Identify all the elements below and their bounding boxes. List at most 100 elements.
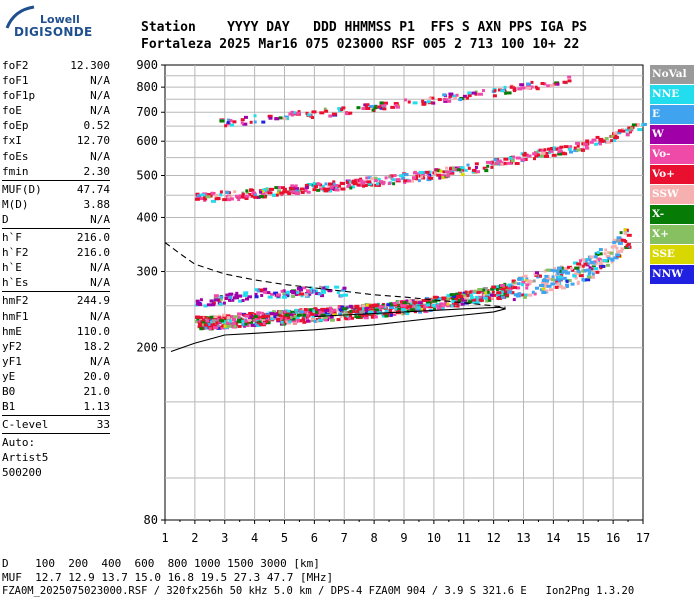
- echo-point: [506, 91, 512, 95]
- echo-point: [241, 194, 247, 198]
- echo-point: [443, 99, 449, 103]
- echo-point: [290, 190, 295, 194]
- echo-point: [261, 195, 267, 199]
- param-row: h`Es N/A: [2, 275, 110, 290]
- echo-point: [628, 130, 632, 134]
- x-tick-label: 1: [161, 531, 168, 545]
- echo-point: [550, 282, 556, 286]
- echo-point: [580, 148, 585, 152]
- echo-point: [254, 292, 258, 296]
- echo-point: [314, 308, 318, 312]
- echo-point: [312, 309, 318, 313]
- echo-point: [366, 180, 372, 184]
- echo-point: [474, 301, 480, 305]
- echo-point: [536, 153, 540, 157]
- echo-point: [365, 303, 371, 307]
- echo-point: [338, 308, 344, 312]
- echo-point: [233, 315, 239, 319]
- echo-point: [526, 86, 532, 90]
- echo-point: [620, 247, 625, 251]
- echo-point: [289, 317, 293, 321]
- scaled-parameters-panel: foF2 12.300 foF1 N/A foF1p N/A foE N/A foEp 0.52 f…: [2, 58, 110, 480]
- echo-point: [371, 108, 375, 112]
- echo-point: [418, 170, 424, 174]
- echo-point: [382, 107, 387, 111]
- echo-point: [588, 258, 592, 262]
- echo-point: [603, 252, 607, 256]
- echo-point: [424, 170, 430, 174]
- header-line-2: Fortaleza 2025 Mar16 075 023000 RSF 005 …: [141, 37, 580, 52]
- echo-point: [306, 313, 310, 317]
- echo-point: [359, 179, 364, 183]
- echo-point: [412, 101, 418, 105]
- echo-point: [389, 313, 393, 317]
- echo-point: [501, 287, 506, 291]
- echo-point: [617, 241, 623, 245]
- x-tick-label: 5: [281, 531, 288, 545]
- echo-point: [201, 320, 206, 324]
- x-tick-label: 14: [546, 531, 560, 545]
- echo-point: [389, 306, 395, 310]
- echo-point: [458, 292, 463, 296]
- param-name: fxI: [2, 134, 22, 148]
- echo-point: [362, 308, 368, 312]
- echo-point: [491, 162, 496, 166]
- echo-point: [282, 292, 286, 296]
- echo-point: [553, 267, 557, 271]
- echo-point: [626, 242, 631, 246]
- echo-point: [399, 174, 405, 178]
- echo-point: [393, 102, 399, 106]
- echo-point: [268, 116, 273, 120]
- echo-point: [327, 309, 332, 313]
- echo-point: [269, 292, 274, 296]
- param-name: yF1: [2, 354, 22, 368]
- echo-point: [489, 161, 493, 165]
- echo-point: [232, 120, 237, 124]
- echo-point: [574, 276, 578, 280]
- echo-point: [625, 128, 631, 132]
- echo-point: [317, 308, 322, 312]
- echo-point: [473, 289, 477, 293]
- echo-point: [234, 293, 238, 297]
- echo-point: [320, 313, 326, 317]
- echo-point: [569, 145, 573, 149]
- echo-point: [196, 194, 200, 198]
- echo-point: [224, 296, 228, 300]
- echo-point: [522, 274, 528, 278]
- echo-point: [490, 165, 494, 169]
- echo-point: [253, 314, 258, 318]
- echo-point: [205, 195, 211, 199]
- legend-item: Vo-: [650, 145, 694, 164]
- y-tick-label: 500: [136, 168, 158, 182]
- echo-point: [587, 275, 592, 279]
- echo-point: [539, 154, 545, 158]
- echo-point: [216, 326, 222, 330]
- echo-point: [493, 158, 498, 162]
- echo-point: [359, 177, 363, 181]
- echo-point: [558, 280, 562, 284]
- echo-point: [397, 309, 401, 313]
- echo-point: [296, 313, 302, 317]
- echo-point: [436, 173, 442, 177]
- echo-point: [431, 101, 436, 105]
- echo-point: [303, 189, 308, 193]
- echo-point: [561, 269, 567, 273]
- echo-point: [346, 180, 351, 184]
- profile-lower-solid-curve: [170, 306, 506, 353]
- echo-point: [466, 293, 470, 297]
- echo-point: [510, 291, 515, 295]
- echo-point: [423, 305, 429, 309]
- echo-point: [428, 173, 432, 177]
- echo-point: [414, 298, 419, 302]
- echo-point: [563, 145, 569, 149]
- echo-point: [517, 87, 523, 91]
- echo-point: [408, 303, 413, 307]
- echo-point: [373, 179, 378, 183]
- echo-point: [281, 315, 286, 319]
- echo-point: [339, 314, 343, 318]
- echo-point: [290, 319, 296, 323]
- echo-point: [371, 303, 377, 307]
- echo-point: [507, 286, 513, 290]
- echo-point: [405, 299, 409, 303]
- echo-point: [584, 259, 588, 263]
